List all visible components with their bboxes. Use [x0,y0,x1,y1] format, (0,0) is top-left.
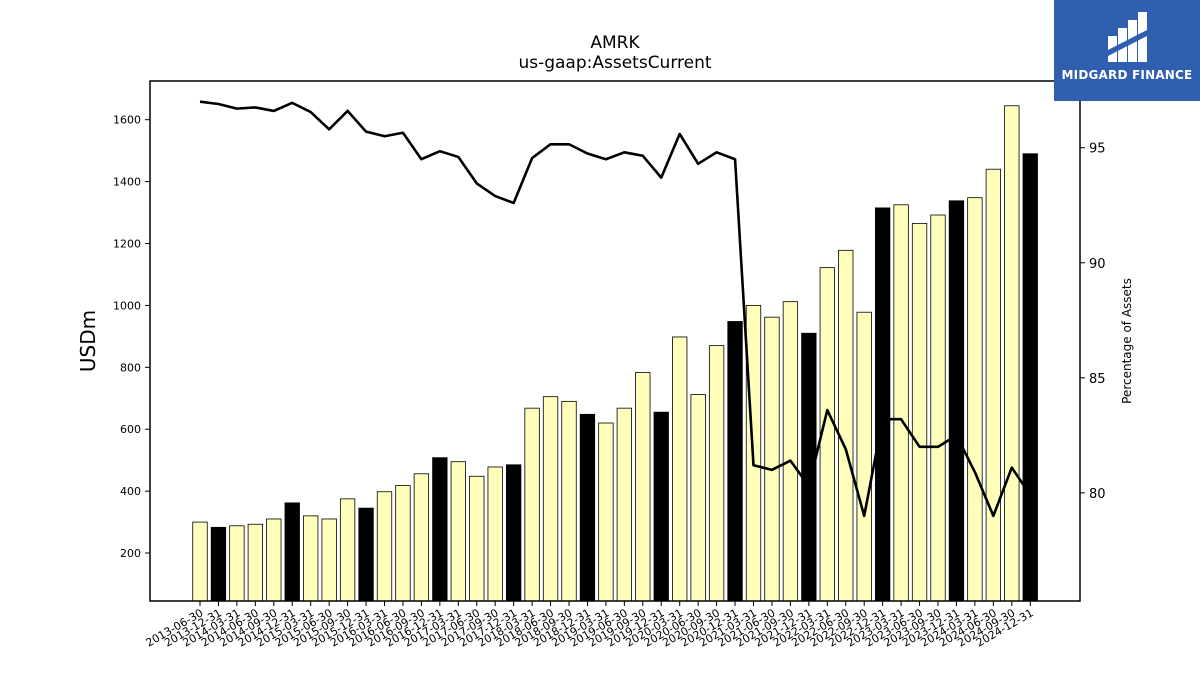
y-tick-label: 1600 [113,114,141,127]
bar [985,168,1001,602]
bar [524,407,540,602]
bar [339,498,356,602]
y-tick-label: 800 [120,361,141,374]
bar [653,411,669,602]
bar [1022,153,1038,602]
y-axis-right: 80 85 90 95 [1080,142,1106,502]
bar [376,491,393,602]
bar [1004,105,1020,602]
bar [948,200,965,602]
y-axis-label: USDm [76,310,100,372]
y2-axis-label: Percentage of Assets [1120,278,1134,404]
bar [284,502,300,602]
bar [505,464,522,602]
bar [487,466,503,602]
y2-tick-label: 90 [1089,257,1106,272]
bar [247,523,264,602]
bar [542,396,559,602]
y2-tick-label: 80 [1089,487,1106,502]
bar [893,204,909,602]
bar [469,475,485,602]
bar [672,336,688,602]
bar [782,301,799,602]
bar [432,457,448,602]
bar [321,518,337,602]
bar [764,316,780,602]
bar [450,461,466,602]
bar [708,345,725,602]
bar-series [192,105,1038,602]
bar [616,407,632,602]
bar [229,525,245,602]
plot-frame [149,80,1081,602]
brand-logo-text: MIDGARD FINANCE [1061,68,1193,82]
bar [303,515,319,602]
percentage-line-series [199,100,1032,518]
y-tick-label: 400 [120,485,141,498]
chart-title: AMRK [590,33,640,53]
y-tick-label: 1200 [113,238,141,251]
y-tick-label: 200 [120,547,141,560]
y-tick-label: 1000 [113,299,141,312]
bar [210,526,227,602]
bar [911,222,928,602]
midgard-logo-icon [1108,12,1147,62]
bar [395,485,411,602]
bar [875,207,891,602]
y-tick-label: 600 [120,423,141,436]
y-axis-left: 200 400 600 800 1000 1200 1400 1600 [113,114,150,560]
bar [598,422,614,602]
bar [266,518,282,602]
y2-tick-label: 95 [1089,142,1106,157]
bar [838,249,854,602]
bar [635,372,651,602]
y2-tick-label: 85 [1089,372,1106,387]
bar [579,413,596,602]
bar [413,473,430,602]
x-axis: 2013-06-302013-12-312014-03-312014-06-30… [144,601,1036,650]
bar [690,394,706,602]
chart-subtitle: us-gaap:AssetsCurrent [518,53,711,73]
bar [561,400,577,602]
y-tick-label: 1400 [113,176,141,189]
bar [727,321,743,602]
brand-logo: MIDGARD FINANCE [1054,0,1200,101]
bar [930,214,946,602]
percentage-line [199,100,1032,518]
bar [192,521,208,602]
bar [856,311,872,602]
bar [358,507,374,602]
bar [967,197,983,602]
